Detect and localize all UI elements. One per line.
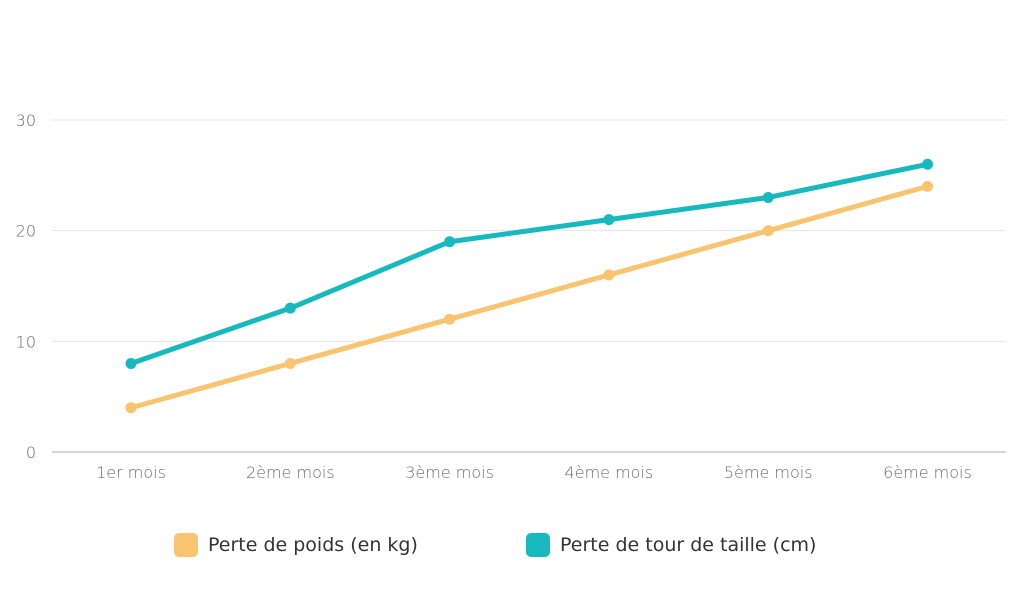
series-lines bbox=[125, 158, 933, 414]
x-tick-label: 2ème mois bbox=[246, 463, 335, 482]
x-tick-label: 1er mois bbox=[96, 463, 166, 482]
x-tick-label: 3ème mois bbox=[405, 463, 494, 482]
data-point bbox=[922, 158, 933, 170]
gridlines bbox=[52, 119, 1006, 453]
legend-swatch-series-2 bbox=[526, 533, 550, 557]
data-point bbox=[444, 236, 456, 248]
y-axis-ticks: 0 10 20 30 bbox=[16, 111, 36, 462]
data-point bbox=[922, 180, 933, 192]
data-point bbox=[603, 214, 615, 226]
data-point bbox=[284, 302, 296, 314]
x-tick-label: 6ème mois bbox=[883, 463, 972, 482]
legend: Perte de poids (en kg) Perte de tour de … bbox=[0, 528, 1024, 562]
x-tick-label: 5ème mois bbox=[724, 463, 813, 482]
x-axis-ticks: 1er mois 2ème mois 3ème mois 4ème mois 5ème … bbox=[96, 463, 972, 482]
y-tick-label: 20 bbox=[16, 222, 36, 241]
data-point bbox=[762, 191, 774, 203]
series-1 bbox=[125, 180, 933, 414]
data-point bbox=[444, 313, 456, 325]
y-tick-label: 10 bbox=[16, 332, 36, 351]
data-point bbox=[284, 357, 296, 369]
data-point bbox=[762, 225, 774, 237]
x-tick-label: 4ème mois bbox=[565, 463, 654, 482]
series-line bbox=[128, 183, 930, 411]
y-tick-label: 30 bbox=[16, 111, 36, 130]
legend-swatch-series-1 bbox=[174, 533, 198, 557]
legend-label-series-2: Perte de tour de taille (cm) bbox=[560, 534, 817, 556]
y-tick-label: 0 bbox=[26, 443, 36, 462]
data-point bbox=[125, 402, 137, 414]
data-point bbox=[125, 357, 137, 369]
legend-item-series-1: Perte de poids (en kg) bbox=[174, 528, 418, 562]
legend-item-series-2: Perte de tour de taille (cm) bbox=[526, 528, 816, 562]
series-line bbox=[128, 161, 930, 366]
series-2 bbox=[125, 158, 933, 369]
data-point bbox=[603, 269, 615, 281]
legend-label-series-1: Perte de poids (en kg) bbox=[208, 534, 418, 556]
